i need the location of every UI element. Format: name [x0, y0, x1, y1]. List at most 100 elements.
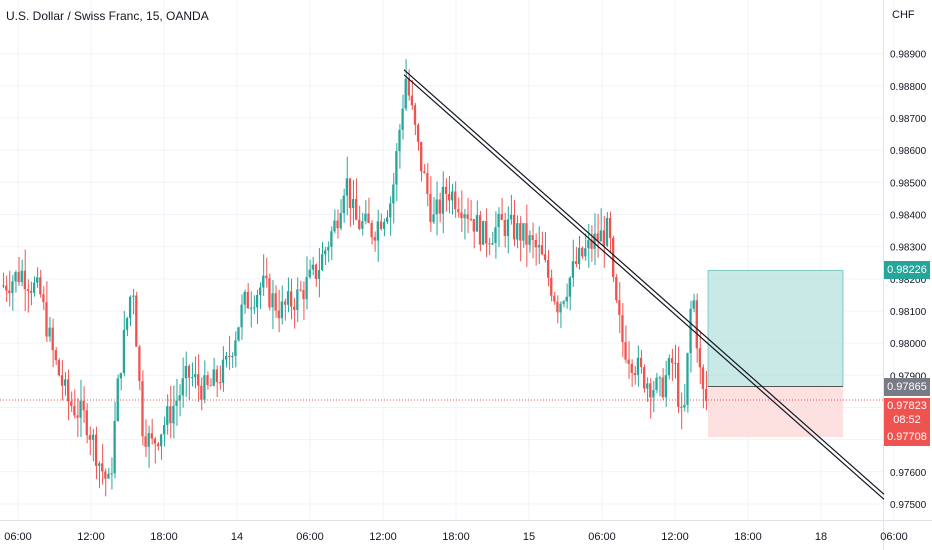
candle-body — [184, 365, 187, 379]
candle-body — [652, 389, 655, 398]
time-tick-label: 18 — [815, 531, 827, 543]
candle-body — [20, 270, 23, 283]
candle-body — [686, 353, 689, 405]
candle-body — [556, 301, 559, 313]
candle-body — [277, 310, 280, 319]
candle-body — [255, 295, 259, 308]
candle-body — [351, 199, 355, 208]
price-tick-label: 0.98400 — [890, 211, 927, 222]
candle-body — [469, 218, 472, 220]
candle-body — [593, 233, 596, 249]
candle-body — [144, 436, 147, 447]
time-tick-label: 12:00 — [77, 531, 105, 543]
candle-body — [574, 261, 578, 264]
candle-body — [426, 172, 429, 194]
candle-body — [11, 281, 14, 294]
candle-body — [596, 233, 599, 242]
price-tick-label: 0.98200 — [890, 275, 927, 286]
candle-body — [509, 214, 513, 220]
candle-body — [286, 291, 290, 305]
candle-body — [283, 301, 287, 305]
bar-countdown: 08:52 — [893, 414, 921, 427]
candle-body — [559, 303, 562, 313]
candle-body — [534, 239, 537, 248]
candle-body — [265, 275, 268, 279]
candle-body — [336, 220, 339, 229]
candle-body — [429, 193, 432, 223]
candle-body — [175, 400, 178, 406]
price-tick-label: 0.97500 — [890, 500, 927, 511]
candle-body — [392, 184, 395, 204]
candle-body — [531, 235, 534, 240]
time-tick-label: 06:00 — [296, 531, 324, 543]
candle-body — [506, 219, 510, 237]
candle-body — [73, 405, 76, 416]
candle-body — [683, 404, 686, 408]
candle-body — [413, 105, 417, 125]
candle-body — [348, 178, 352, 208]
candle-body — [485, 221, 488, 244]
candle-body — [45, 302, 48, 337]
candle-body — [169, 406, 172, 424]
candle-body — [138, 346, 141, 382]
candle-body — [314, 264, 318, 279]
candle-body — [630, 363, 633, 374]
last-price-value: 0.97823 — [887, 400, 927, 413]
candle-body — [327, 246, 330, 251]
price-tick-label: 0.97600 — [890, 468, 927, 479]
candle-body — [522, 223, 525, 241]
time-tick-label: 12:00 — [369, 531, 397, 543]
candle-body — [546, 259, 550, 278]
candle-body — [382, 221, 386, 229]
candle-body — [113, 420, 116, 474]
time-tick-label: 18:00 — [150, 531, 178, 543]
price-tick-label: 0.98900 — [890, 50, 927, 61]
candle-body — [324, 250, 327, 255]
candle-body — [88, 435, 92, 440]
candle-body — [209, 385, 212, 387]
candle-body — [156, 443, 160, 447]
candle-body — [14, 272, 17, 282]
candle-body — [457, 209, 460, 213]
candle-body — [48, 327, 51, 337]
candle-body — [97, 463, 101, 466]
candle-body — [63, 379, 67, 386]
candle-body — [432, 214, 435, 223]
candle-body — [320, 254, 324, 270]
candle-body — [234, 340, 237, 356]
upper-zone — [707, 270, 844, 387]
candle-body — [135, 295, 138, 347]
candle-body — [602, 230, 606, 246]
candle-body — [94, 434, 98, 466]
candle-body — [85, 410, 88, 436]
candle-body — [228, 355, 231, 358]
candle-body — [107, 473, 110, 479]
candle-body — [91, 434, 95, 440]
candle-body — [481, 221, 485, 245]
candle-body — [460, 212, 463, 219]
time-tick-label: 18:00 — [442, 531, 470, 543]
candle-body — [17, 272, 20, 283]
candle-body — [636, 357, 640, 376]
candle-body — [23, 270, 26, 290]
entry-price-tag: 0.97865 — [884, 377, 930, 396]
candle-body — [203, 375, 206, 400]
candle-body — [26, 289, 30, 292]
symbol-title[interactable]: U.S. Dollar / Swiss Franc, 15, OANDA — [6, 9, 209, 23]
candle-body — [407, 78, 410, 96]
candle-body — [698, 348, 702, 368]
candle-body — [543, 254, 547, 260]
candle-body — [274, 293, 277, 311]
candle-body — [692, 300, 695, 309]
candle-body — [172, 405, 175, 424]
candle-body — [187, 365, 191, 378]
candle-body — [8, 290, 11, 294]
candle-body — [577, 247, 581, 264]
candle-body — [618, 300, 621, 316]
candle-body — [104, 471, 107, 479]
candle-body — [5, 285, 8, 291]
time-tick-label: 06:00 — [4, 531, 32, 543]
candle-body — [39, 277, 42, 295]
